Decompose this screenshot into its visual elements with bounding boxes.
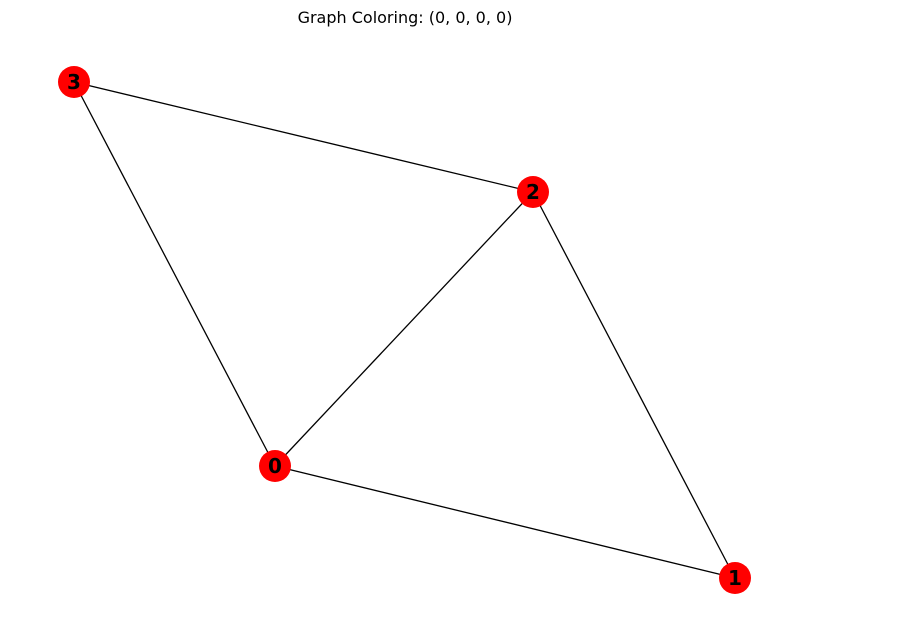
node-label-0: 0 [268, 454, 282, 478]
node-circle-3 [58, 66, 90, 98]
node-circle-2 [517, 176, 549, 208]
edge-3-0 [73, 81, 276, 467]
edge-0-1 [274, 465, 736, 579]
nodes-layer: 0 1 2 3 [58, 66, 751, 594]
node-label-2: 2 [526, 180, 540, 204]
edge-3-2 [73, 81, 534, 193]
node-circle-0 [259, 450, 291, 482]
graph-title: Graph Coloring: (0, 0, 0, 0) [297, 8, 513, 27]
node-circle-1 [719, 562, 751, 594]
node-1: 1 [719, 562, 751, 594]
node-label-1: 1 [728, 566, 742, 590]
edge-2-0 [274, 191, 534, 467]
node-0: 0 [259, 450, 291, 482]
node-3: 3 [58, 66, 90, 98]
edges-layer [73, 81, 736, 579]
edge-2-1 [532, 191, 736, 579]
node-2: 2 [517, 176, 549, 208]
node-label-3: 3 [67, 70, 81, 94]
